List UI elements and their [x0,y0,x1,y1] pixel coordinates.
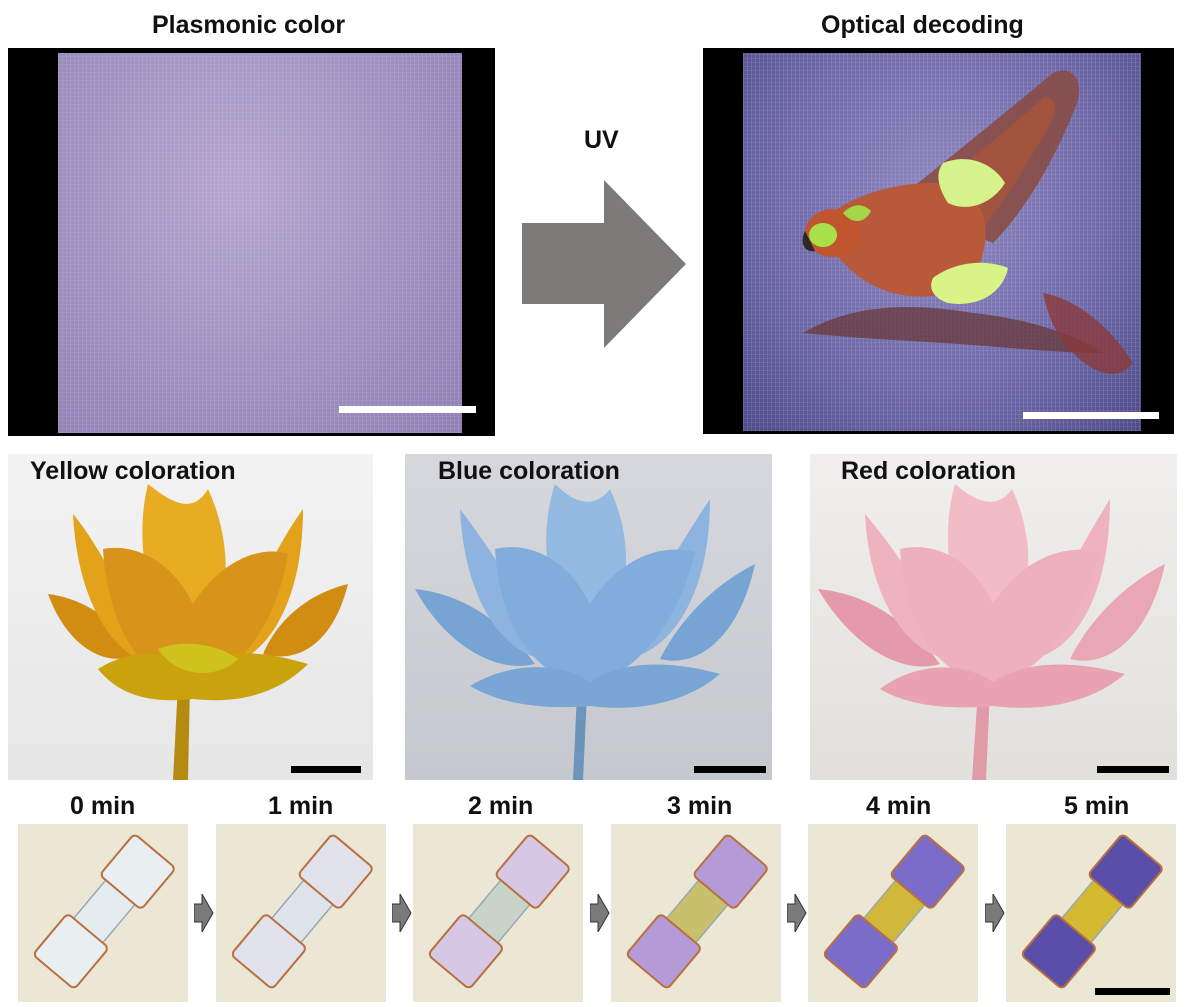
time-label-1: 1 min [268,792,334,820]
scale-bar [1097,766,1169,773]
scale-bar [291,766,361,773]
bottom-pad [231,914,306,989]
arrow-right-icon [392,894,412,932]
blue-coloration-panel: Blue coloration [405,454,772,780]
scale-bar [694,766,766,773]
bottom-pad [428,914,503,989]
time-panel-3 [611,824,781,1002]
red-lotus-figure [818,484,1165,780]
yellow-lotus-figure [48,484,348,780]
scale-bar [339,406,476,413]
scale-bar [1023,412,1159,419]
bottom-pad [33,914,108,989]
blue-coloration-label: Blue coloration [438,457,620,485]
time-panel-1 [216,824,386,1002]
time-label-0: 0 min [70,792,136,820]
top-pad [693,834,768,909]
plasmonic-pixel-array [58,53,462,433]
decoded-parrot-image [743,53,1141,431]
yellow-coloration-label: Yellow coloration [30,457,236,485]
red-coloration-panel: Red coloration [810,454,1177,780]
arrow-right-icon [787,894,807,932]
time-label-3: 3 min [667,792,733,820]
time-label-5: 5 min [1064,792,1130,820]
microparticle-figure [33,834,175,989]
microparticle-figure [1021,834,1163,989]
time-label-4: 4 min [866,792,932,820]
bottom-pad [1021,914,1096,989]
plasmonic-color-image [8,48,495,436]
uv-label: UV [584,126,619,154]
blue-lotus-figure [415,484,755,780]
top-pad [100,834,175,909]
plasmonic-color-title: Plasmonic color [152,11,346,39]
optical-decoding-image [703,48,1174,434]
top-pad [495,834,570,909]
time-panel-0 [18,824,188,1002]
bottom-pad [823,914,898,989]
arrow-right-icon [985,894,1005,932]
bottom-pad [626,914,701,989]
parrot-figure [802,70,1133,374]
arrow-right-icon [590,894,610,932]
arrow-right-icon [194,894,214,932]
time-panel-4 [808,824,978,1002]
optical-decoding-title: Optical decoding [821,11,1024,39]
microparticle-figure [428,834,570,989]
time-label-2: 2 min [468,792,534,820]
top-pad [890,834,965,909]
time-panel-5 [1006,824,1176,1002]
top-pad [298,834,373,909]
time-panel-2 [413,824,583,1002]
yellow-coloration-panel: Yellow coloration [8,454,373,780]
scale-bar [1095,988,1170,995]
top-pad [1088,834,1163,909]
uv-arrow-icon [522,180,686,348]
microparticle-figure [823,834,965,989]
microparticle-figure [626,834,768,989]
red-coloration-label: Red coloration [841,457,1017,485]
microparticle-figure [231,834,373,989]
